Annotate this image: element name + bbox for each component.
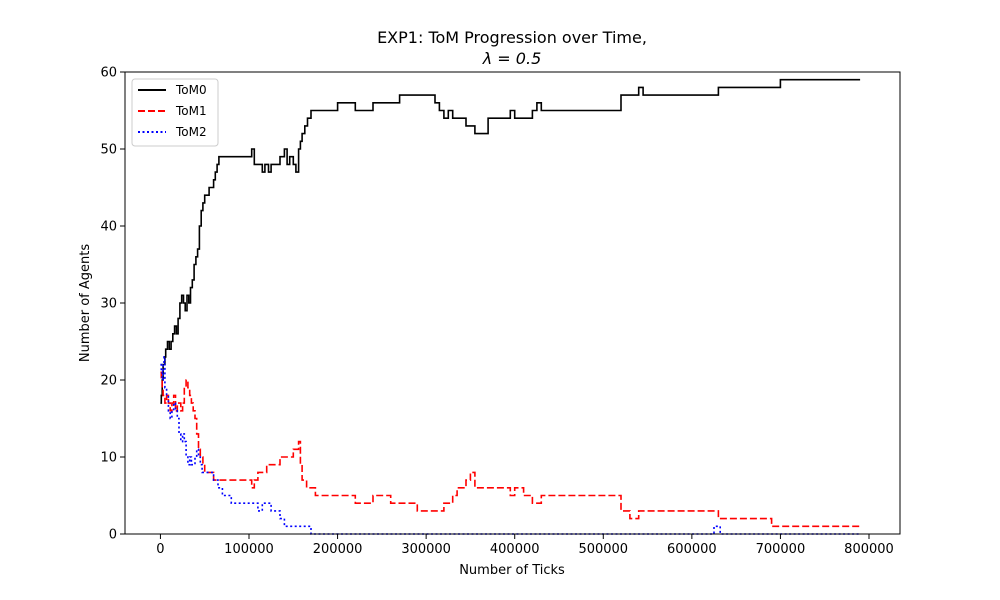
x-tick-label: 600000 (667, 542, 717, 557)
x-tick-label: 100000 (224, 542, 274, 557)
y-tick-label: 60 (100, 66, 117, 81)
legend: ToM0 ToM1 ToM2 (131, 78, 219, 147)
legend-label-tom1: ToM1 (175, 104, 207, 118)
x-tick-label: 300000 (401, 542, 451, 557)
series-line-tom0 (160, 78, 861, 404)
legend-box (131, 78, 219, 147)
y-tick-label: 50 (100, 143, 117, 158)
legend-label-tom0: ToM0 (175, 83, 207, 97)
y-tick-label: 40 (100, 220, 117, 235)
x-tick-label: 0 (156, 542, 164, 557)
plot-lines (160, 78, 861, 535)
plot-frame (124, 71, 901, 535)
y-tick-label: 30 (100, 297, 117, 312)
x-tick-label: 200000 (313, 542, 363, 557)
y-tick-label: 20 (100, 374, 117, 389)
y-axis-label: Number of Agents (78, 244, 93, 362)
y-tick-label: 0 (109, 528, 117, 543)
chart-subtitle: λ = 0.5 (482, 49, 542, 68)
x-tick-label: 500000 (578, 542, 628, 557)
series-line-tom1 (160, 371, 861, 528)
series-line-tom2 (160, 356, 861, 535)
x-axis: 0 100000 200000 300000 400000 500000 600000 700… (156, 534, 894, 557)
x-tick-label: 800000 (844, 542, 894, 557)
y-tick-label: 10 (100, 451, 117, 466)
x-axis-label: Number of Ticks (459, 563, 565, 578)
chart-title: EXP1: ToM Progression over Time, (377, 28, 647, 47)
x-tick-label: 400000 (490, 542, 540, 557)
legend-label-tom2: ToM2 (175, 125, 207, 139)
x-tick-label: 700000 (756, 542, 806, 557)
y-axis: 0 10 20 30 40 50 60 (100, 66, 125, 543)
